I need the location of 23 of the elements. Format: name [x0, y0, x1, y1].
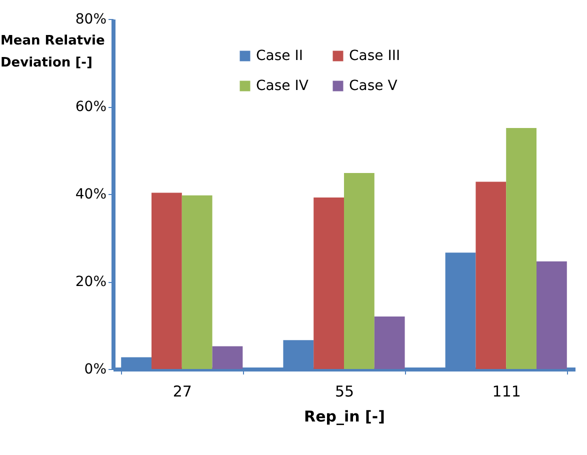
bar — [374, 316, 405, 369]
y-tick-label: 40% — [75, 186, 106, 202]
x-axis-title: Rep_in [-] — [304, 408, 385, 426]
x-tick-label: 111 — [492, 382, 521, 400]
bar — [536, 261, 567, 369]
y-axis-title: Mean Relatvie Deviation [-] — [0, 34, 106, 70]
x-tick-label: 27 — [172, 382, 192, 400]
y-tick-label: 60% — [75, 99, 106, 115]
x-tick-label: 55 — [334, 382, 354, 400]
bar — [212, 346, 243, 369]
bar — [314, 198, 344, 369]
bar — [476, 182, 506, 369]
legend-label: Case II — [256, 48, 303, 64]
y-tick-label: 80% — [75, 12, 106, 28]
legend-label: Case IV — [256, 78, 309, 94]
bar — [182, 195, 212, 369]
legend-label: Case V — [349, 78, 398, 94]
y-tick-label: 0% — [84, 362, 106, 378]
y-tick-label: 20% — [75, 274, 106, 290]
bar — [152, 192, 182, 369]
bar — [506, 128, 536, 369]
legend-label: Case III — [349, 48, 400, 64]
bar — [344, 173, 374, 369]
